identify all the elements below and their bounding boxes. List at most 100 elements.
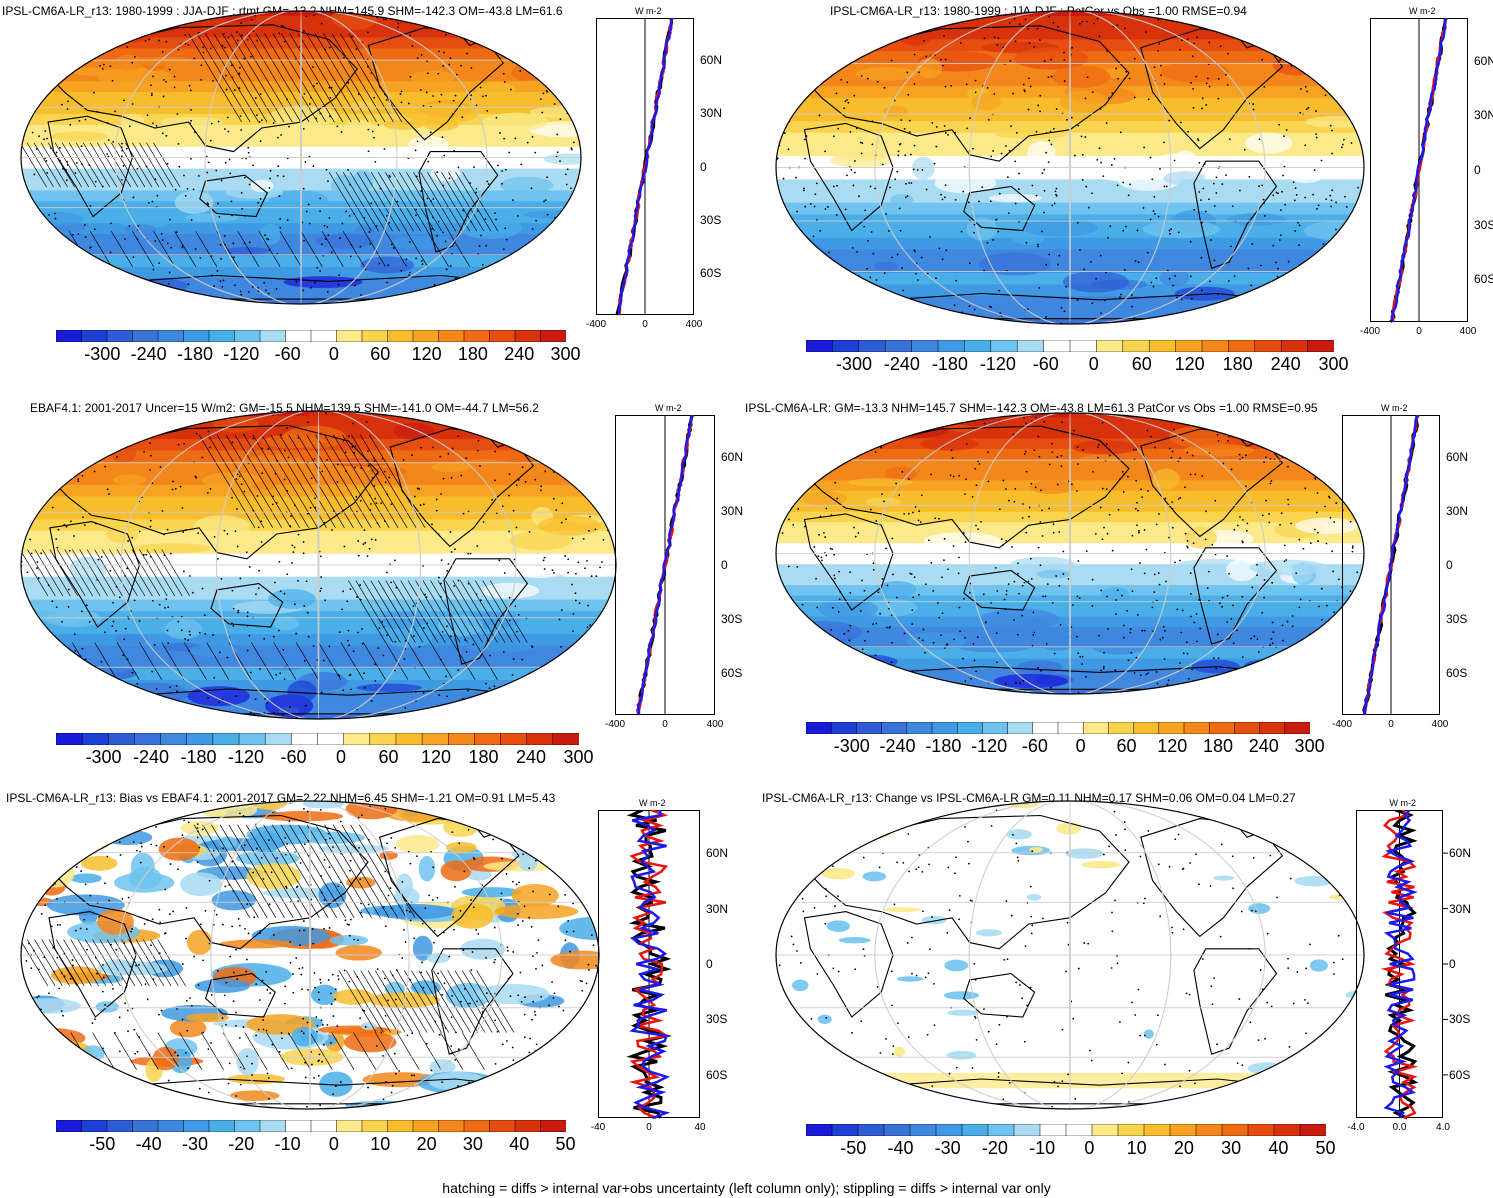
- continent-outline-eurasia: [803, 425, 1130, 549]
- colorbar-swatch: [1057, 722, 1084, 734]
- colorbar-swatch: [806, 722, 832, 734]
- zonal-mean-profile: [596, 18, 694, 316]
- colorbar-swatch: [1122, 340, 1150, 352]
- colorbar-tick-label: 0: [1075, 736, 1086, 756]
- colorbar-swatch: [1221, 1124, 1249, 1136]
- profile-lat-label: 60N: [1449, 846, 1472, 861]
- colorbar-swatch: [1117, 1124, 1145, 1136]
- colorbar-swatch: [134, 733, 162, 745]
- colorbar-tick-label: 120: [1174, 354, 1205, 374]
- colorbar-swatch: [1158, 722, 1185, 734]
- colorbar-tick-label: 40: [1268, 1138, 1289, 1158]
- profile-series-blue: [629, 810, 671, 1120]
- robinson-map: [20, 410, 617, 720]
- profile-lat-label: 60S: [1474, 272, 1493, 287]
- colorbar-swatch: [1013, 1124, 1041, 1136]
- colorbar-tick-label: 0: [328, 1134, 339, 1154]
- colorbar-tick-label: 0: [1088, 354, 1099, 374]
- colorbar-swatch: [132, 1120, 159, 1132]
- zonal-mean-profile: [1356, 810, 1448, 1120]
- colorbar-swatch: [937, 340, 966, 352]
- profile-lat-label: 0: [721, 558, 728, 572]
- colorbar-swatch: [157, 330, 185, 342]
- colorbar-swatch: [1108, 722, 1135, 734]
- continent-outline-eurasia: [803, 814, 1130, 950]
- colorbar-swatch: [108, 733, 136, 745]
- profile-x-label: 400: [1459, 326, 1477, 337]
- colorbar-swatch: [186, 733, 214, 745]
- colorbar-swatch: [56, 1120, 83, 1132]
- continent-outline-africa: [803, 911, 894, 1018]
- continent-outline-eurasia: [48, 814, 369, 950]
- profile-lat-label: 0: [700, 159, 707, 174]
- colorbar-tick-label: -300: [835, 354, 872, 374]
- colorbar-tick-label: 180: [1222, 354, 1253, 374]
- colorbar-swatch: [990, 340, 1018, 352]
- profile-x-label: 40: [694, 1122, 706, 1133]
- colorbar-tick-label: -60: [1021, 736, 1048, 756]
- colorbar-swatch: [1299, 1124, 1326, 1136]
- profile-lat-label: 60N: [721, 450, 744, 464]
- colorbar-swatch: [540, 330, 566, 342]
- colorbar-tick-label: -60: [1032, 354, 1059, 374]
- colorbar-swatch: [1043, 340, 1071, 352]
- colorbar-tick-label: 50: [555, 1134, 576, 1154]
- profile-x-label: -400: [1359, 326, 1381, 337]
- colorbar: [56, 1120, 566, 1132]
- zonal-mean-profile: [1342, 415, 1440, 716]
- colorbar-swatch: [317, 733, 345, 745]
- colorbar-swatch: [552, 733, 579, 745]
- colorbar-tick-label: 50: [1315, 1138, 1336, 1158]
- profile-lat-label: 60S: [1449, 1067, 1471, 1082]
- colorbar-swatch: [336, 1120, 363, 1132]
- colorbar-swatch: [1273, 1124, 1301, 1136]
- colorbar-swatch: [830, 722, 858, 734]
- zonal-mean-profile: [598, 810, 700, 1120]
- colorbar-tick-label: 240: [1248, 736, 1279, 756]
- robinson-map: [775, 800, 1365, 1110]
- colorbar-tick-label: 180: [468, 747, 499, 767]
- colorbar-tick-label: -240: [879, 736, 916, 756]
- colorbar-swatch: [463, 330, 491, 342]
- profile-lat-label: 30S: [721, 612, 743, 626]
- colorbar-swatch: [343, 733, 371, 745]
- profile-lat-label: 60S: [700, 266, 722, 281]
- colorbar-tick-label: -40: [135, 1134, 162, 1154]
- colorbar-tick-label: 240: [1270, 354, 1301, 374]
- colorbar-swatch: [412, 330, 440, 342]
- colorbar-swatch: [395, 733, 423, 745]
- colorbar-swatch: [1082, 722, 1110, 734]
- profile-lat-label: 30S: [700, 212, 722, 227]
- footer-note: hatching = diffs > internal var+obs unce…: [442, 1180, 1051, 1196]
- colorbar-tick-label: 10: [1126, 1138, 1147, 1158]
- colorbar-tick-label: -10: [274, 1134, 301, 1154]
- colorbar-tick-label: 300: [563, 747, 594, 767]
- colorbar-tick-label: 40: [509, 1134, 530, 1154]
- colorbar-swatch: [881, 722, 908, 734]
- profile-series-blue: [1383, 810, 1418, 1119]
- colorbar: [806, 340, 1334, 352]
- panel-title: IPSL-CM6A-LR: GM=-13.3 NHM=145.7 SHM=-14…: [745, 401, 1318, 415]
- profile-lat-label: 30S: [1449, 1012, 1471, 1027]
- colorbar-swatch: [259, 330, 287, 342]
- colorbar-swatch: [831, 1124, 859, 1136]
- colorbar-swatch: [234, 1120, 261, 1132]
- colorbar-tick-label: 120: [421, 747, 452, 767]
- colorbar-tick-label: 60: [1131, 354, 1152, 374]
- colorbar-tick-label: 240: [516, 747, 547, 767]
- profile-series-blue: [636, 415, 695, 716]
- panel-title: IPSL-CM6A-LR_r13: Bias vs EBAF4.1: 2001-…: [6, 791, 556, 805]
- colorbar-swatch: [1259, 722, 1286, 734]
- colorbar-swatch: [1016, 340, 1045, 352]
- colorbar-swatch: [369, 733, 397, 745]
- zonal-mean-profile: [1370, 18, 1468, 323]
- colorbar-swatch: [81, 1120, 108, 1132]
- profile-x-label: 0.0: [1392, 1122, 1407, 1133]
- continent-outline-samerica: [443, 558, 529, 665]
- continent-outline-africa: [48, 911, 137, 1018]
- colorbar-swatch: [81, 733, 110, 745]
- profile-lat-label: 0: [706, 957, 713, 971]
- profile-series-black: [626, 810, 673, 1119]
- colorbar-swatch: [858, 340, 886, 352]
- colorbar-swatch: [160, 733, 188, 745]
